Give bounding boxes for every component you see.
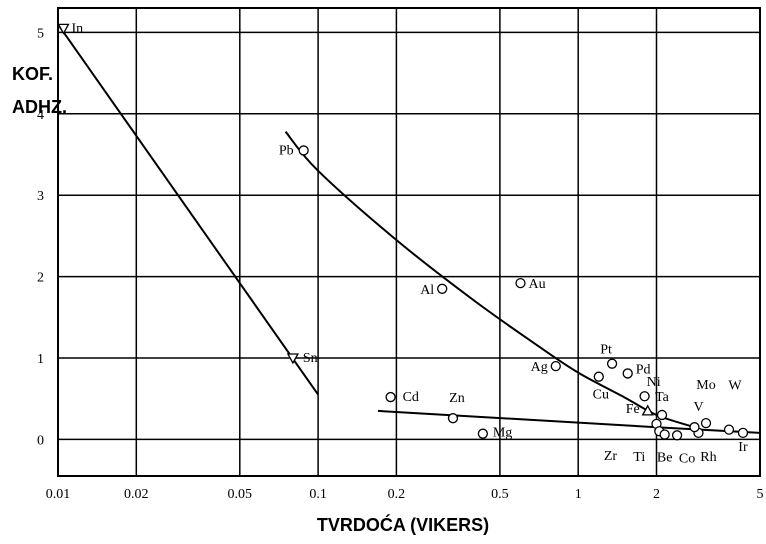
point-label-mg: Mg (493, 426, 512, 441)
point-label-ir: Ir (738, 440, 748, 455)
data-point-ta (656, 409, 668, 421)
y-tick-label: 1 (37, 352, 44, 367)
point-label-co: Co (679, 451, 695, 466)
point-label-in: In (72, 21, 84, 36)
data-point-ag (550, 360, 561, 372)
data-points (57, 23, 749, 441)
point-label-pb: Pb (279, 143, 294, 158)
data-point-mg (477, 428, 489, 439)
point-label-mo: Mo (696, 378, 715, 393)
point-label-pt: Pt (600, 343, 612, 358)
data-point-co (671, 430, 683, 441)
x-tick-labels: 0.01 0.02 0.05 0.1 0.2 0.5 1 2 5 (46, 487, 764, 502)
y-tick-labels: 0 1 2 3 4 5 (37, 26, 44, 448)
x-axis-label: TVRDOĆA (VIKERS) (316, 515, 490, 535)
x-tick-label: 2 (653, 487, 660, 502)
point-label-ni: Ni (647, 375, 661, 390)
x-tick-label: 0.2 (388, 487, 406, 502)
data-point-v (689, 422, 700, 433)
data-point-fe (641, 404, 654, 416)
data-point-pd (622, 368, 633, 379)
point-label-al: Al (420, 283, 434, 298)
point-label-sn: Sn (303, 351, 318, 366)
point-label-fe: Fe (626, 402, 640, 417)
x-tick-label: 5 (757, 487, 764, 502)
y-axis-label-line-1: KOF. (12, 64, 54, 84)
point-label-au: Au (528, 277, 545, 292)
x-tick-label: 1 (575, 487, 582, 502)
data-point-be (659, 429, 670, 440)
data-point-zn (447, 413, 459, 424)
data-point-ir (737, 427, 749, 439)
x-tick-label: 0.02 (124, 487, 149, 502)
data-point-pt (606, 358, 618, 369)
point-label-zn: Zn (449, 391, 465, 406)
data-point-cd (385, 391, 396, 403)
y-tick-label: 0 (37, 433, 44, 448)
fit-line (57, 23, 319, 396)
point-label-w: W (728, 379, 742, 394)
data-point-al (437, 283, 448, 294)
x-tick-label: 0.1 (309, 487, 327, 502)
point-label-ti: Ti (633, 450, 645, 465)
x-tick-label: 0.01 (46, 487, 71, 502)
y-tick-label: 5 (37, 26, 44, 41)
point-label-cu: Cu (593, 388, 609, 403)
y-tick-label: 3 (37, 189, 44, 204)
plot-frame (57, 7, 761, 477)
gridlines (57, 8, 761, 476)
y-tick-label: 2 (37, 271, 44, 286)
point-label-pd: Pd (636, 362, 651, 377)
y-tick-label: 4 (37, 108, 44, 123)
point-label-zr: Zr (604, 449, 618, 464)
point-label-ag: Ag (531, 360, 548, 375)
point-label-cd: Cd (403, 390, 419, 405)
x-tick-label: 0.5 (491, 487, 509, 502)
x-tick-label: 0.05 (228, 487, 253, 502)
point-label-rh: Rh (700, 450, 716, 465)
data-point-au (515, 277, 526, 289)
point-label-ta: Ta (655, 390, 670, 405)
fit-curve (284, 131, 695, 429)
data-point-mo (700, 417, 712, 429)
point-label-be: Be (657, 450, 673, 465)
y-axis-label-line-2: ADHZ. (12, 97, 67, 117)
data-point-in (57, 23, 70, 35)
data-point-ni (639, 391, 650, 402)
data-point-sn (286, 353, 299, 365)
data-point-pb (298, 145, 309, 156)
point-label-v: V (693, 400, 703, 415)
data-point-w (723, 424, 735, 435)
data-point-cu (593, 371, 604, 382)
fit-lines (57, 23, 761, 434)
